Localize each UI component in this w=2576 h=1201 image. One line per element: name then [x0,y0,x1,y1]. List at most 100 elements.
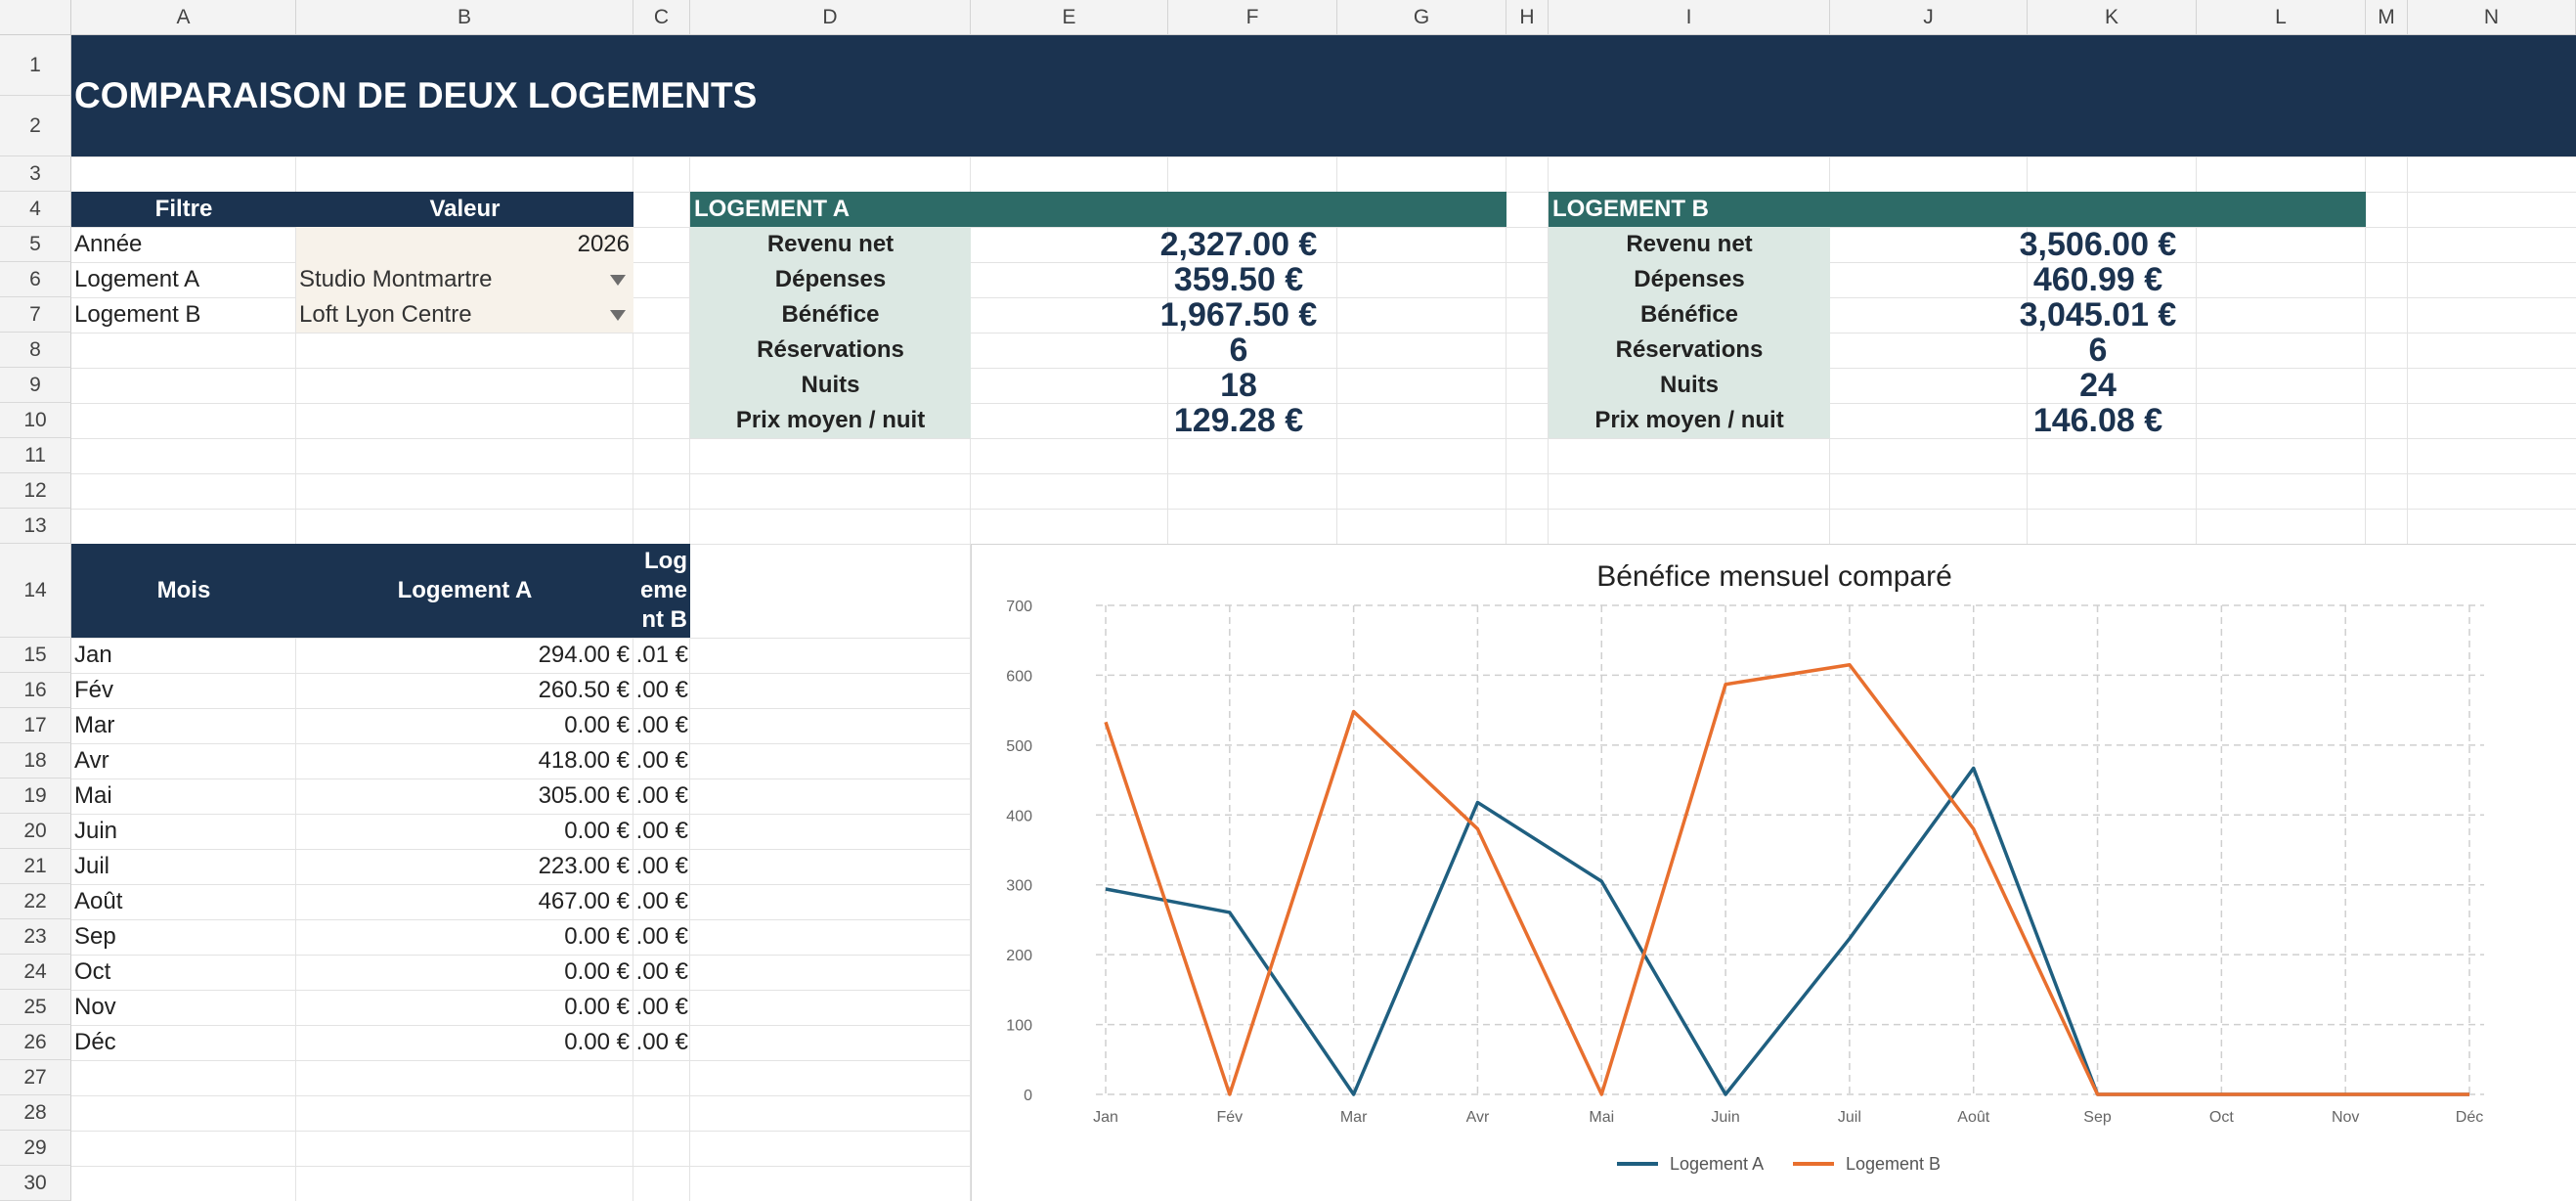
x-tick-label: Avr [1466,1109,1490,1126]
line-chart[interactable]: Bénéfice mensuel comparé 0 100 200 300 400 50… [971,544,2576,1201]
row-header[interactable]: 6 [0,262,71,297]
logement-a-cell: 0.00 € [564,958,630,985]
column-header[interactable]: A [71,0,296,35]
row-header[interactable]: 29 [0,1131,71,1166]
kpi-label: Dépenses [1549,262,1830,297]
logement-a-cell: 294.00 € [538,642,630,668]
row-header[interactable]: 14 [0,544,71,638]
triangle-down-icon[interactable] [610,310,626,321]
logement-a-cell: 223.00 € [538,853,630,879]
series-line [1104,662,2469,1096]
column-header[interactable]: E [971,0,1168,35]
row-header[interactable]: 28 [0,1095,71,1131]
kpi-value: 460.99 € [2032,260,2163,298]
column-header[interactable]: I [1549,0,1830,35]
row-header[interactable]: 17 [0,708,71,743]
logement-b-selected: Loft Lyon Centre [299,301,472,328]
row-header[interactable]: 24 [0,955,71,990]
row-header[interactable]: 7 [0,297,71,333]
column-header[interactable]: B [296,0,633,35]
row-header[interactable]: 5 [0,227,71,262]
kpi-value: 24 [2079,366,2117,404]
kpi-label: Nuits [1549,368,1830,403]
row-header[interactable]: 3 [0,156,71,192]
filter-header: Filtre [71,192,296,227]
logement-a-header: LOGEMENT A [690,192,1506,227]
column-header[interactable]: J [1830,0,2028,35]
row-header[interactable]: 30 [0,1166,71,1201]
row-header[interactable]: 22 [0,884,71,919]
logement-a-cell: 0.00 € [564,818,630,844]
row-header[interactable]: 2 [0,96,71,156]
y-tick-label: 500 [1006,738,1032,755]
row-header[interactable]: 19 [0,778,71,814]
row-header[interactable]: 23 [0,919,71,955]
column-header[interactable]: D [690,0,971,35]
kpi-label: Nuits [690,368,971,403]
row-header[interactable]: 12 [0,473,71,509]
kpi-value: 6 [2088,331,2108,369]
logement-a-cell: 0.00 € [564,712,630,738]
column-header[interactable]: F [1168,0,1337,35]
logement-b-cell: .00 € [635,782,688,809]
x-tick-label: Oct [2209,1109,2234,1126]
header-line: Log [644,548,687,574]
month-cell: Oct [74,958,111,985]
row-header[interactable]: 13 [0,509,71,544]
kpi-value: 129.28 € [1173,401,1304,439]
column-header[interactable]: M [2366,0,2408,35]
logement-b-dropdown[interactable]: Loft Lyon Centre [296,297,633,333]
month-cell: Nov [74,994,116,1020]
row-header[interactable]: 21 [0,849,71,884]
row-header[interactable]: 1 [0,35,71,96]
row-header[interactable]: 9 [0,368,71,403]
row-header[interactable]: 27 [0,1060,71,1095]
column-header[interactable]: H [1506,0,1549,35]
row-header[interactable]: 4 [0,192,71,227]
logement-a-cell: 0.00 € [564,923,630,950]
logement-b-cell: .00 € [635,747,688,774]
logement-b-cell: .00 € [635,818,688,844]
row-header[interactable]: 15 [0,638,71,673]
month-cell: Fév [74,677,114,703]
row-header[interactable]: 26 [0,1025,71,1060]
logement-a-cell: 260.50 € [538,677,630,703]
row-header[interactable]: 18 [0,743,71,778]
logement-b-cell: .00 € [635,1029,688,1055]
logement-a-dropdown[interactable]: Studio Montmartre [296,262,633,297]
kpi-label: Prix moyen / nuit [1549,403,1830,438]
row-header[interactable]: 8 [0,333,71,368]
y-tick-label: 0 [1024,1088,1032,1104]
row-header[interactable]: 10 [0,403,71,438]
logement-b-cell: .00 € [635,923,688,950]
column-header[interactable]: C [633,0,690,35]
select-all-corner[interactable] [0,0,71,35]
x-tick-label: Mai [1589,1109,1614,1126]
chart-canvas: Bénéfice mensuel comparé 0 100 200 300 400 50… [1006,560,2484,1174]
logement-a-cell: 467.00 € [538,888,630,914]
column-header[interactable]: L [2197,0,2366,35]
year-input[interactable]: 2026 [296,227,633,262]
row-header[interactable]: 25 [0,990,71,1025]
row-header[interactable]: 11 [0,438,71,473]
logement-a-cell: 305.00 € [538,782,630,809]
chart-legend[interactable]: Logement A Logement B [1617,1154,1941,1174]
logement-a-cell: 0.00 € [564,1029,630,1055]
x-tick-label: Nov [2332,1109,2359,1126]
x-tick-label: Fév [1216,1109,1243,1126]
header-line: eme [639,577,687,603]
month-cell: Avr [74,747,109,774]
kpi-label: Prix moyen / nuit [690,403,971,438]
row-header[interactable]: 20 [0,814,71,849]
logement-b-cell: .00 € [635,853,688,879]
column-header[interactable]: G [1337,0,1506,35]
row-header[interactable]: 16 [0,673,71,708]
column-header[interactable]: N [2408,0,2576,35]
column-header[interactable]: K [2028,0,2197,35]
month-header: Mois [71,544,296,638]
kpi-value: 6 [1229,331,1248,369]
filter-label-year: Année [74,231,143,257]
triangle-down-icon[interactable] [610,275,626,286]
kpi-value: 3,045.01 € [2019,295,2177,334]
